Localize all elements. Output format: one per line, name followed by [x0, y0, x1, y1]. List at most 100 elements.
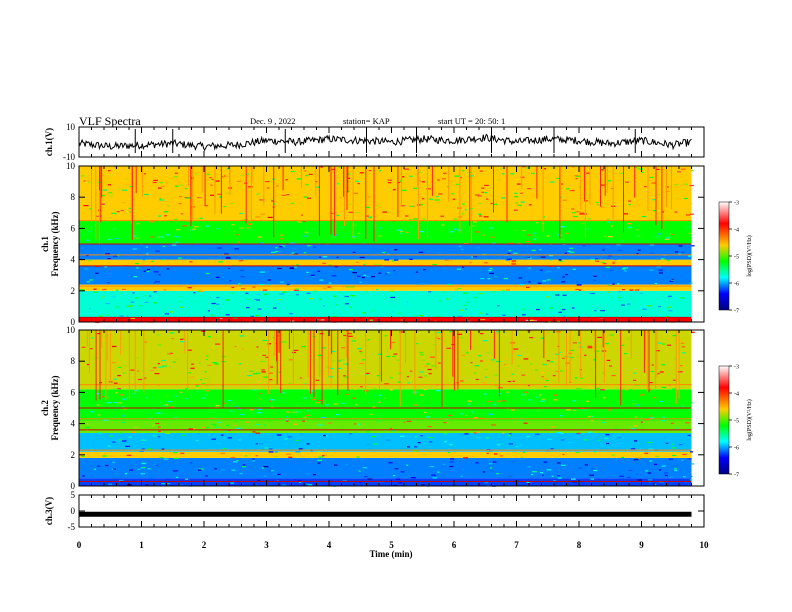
speckle	[301, 450, 306, 452]
band-0	[79, 317, 692, 322]
speckle	[266, 187, 270, 189]
speckle	[441, 224, 445, 226]
speckle	[564, 232, 569, 234]
colorbar-tick-label: -6	[734, 446, 739, 452]
speckle	[302, 397, 307, 399]
speckle	[165, 351, 170, 353]
speckle	[508, 242, 514, 244]
speckle	[106, 314, 110, 316]
speckle	[280, 306, 283, 308]
speckle	[375, 205, 381, 207]
speckle	[421, 384, 425, 386]
speckle	[633, 459, 639, 461]
speckle	[586, 228, 591, 230]
speckle	[552, 375, 556, 377]
speckle	[332, 235, 336, 237]
speckle	[689, 475, 693, 477]
speckle	[598, 343, 601, 345]
speckle	[590, 350, 596, 352]
speckle	[126, 315, 129, 317]
speckle	[272, 337, 275, 339]
speckle	[107, 184, 112, 186]
speckle	[469, 261, 472, 264]
speckle	[354, 432, 357, 434]
speckle	[625, 181, 629, 183]
speckle	[191, 363, 194, 365]
speckle	[159, 198, 162, 200]
speckle	[385, 273, 388, 275]
speckle	[276, 335, 280, 337]
speckle	[564, 252, 567, 254]
speckle	[355, 180, 359, 182]
speckle	[118, 439, 122, 441]
speckle	[600, 389, 605, 391]
speckle	[365, 275, 370, 277]
speckle	[543, 461, 548, 463]
speckle	[546, 469, 552, 471]
speckle	[621, 457, 624, 459]
speckle	[154, 373, 160, 375]
speckle	[376, 401, 380, 403]
speckle	[114, 166, 118, 168]
speckle	[347, 177, 351, 179]
speckle	[89, 208, 92, 210]
speckle	[276, 185, 279, 187]
speckle	[279, 246, 283, 248]
speckle	[520, 201, 525, 203]
speckle	[424, 365, 428, 367]
speckle	[140, 467, 146, 469]
speckle	[509, 433, 512, 435]
speckle	[518, 277, 523, 279]
speckle	[155, 281, 161, 283]
speckle	[333, 464, 338, 466]
speckle	[157, 187, 162, 189]
speckle	[679, 365, 683, 367]
speckle	[478, 292, 484, 295]
speckle	[540, 400, 545, 402]
speckle	[231, 469, 236, 471]
speckle	[681, 251, 684, 253]
speckle	[634, 235, 639, 237]
speckle	[602, 372, 605, 374]
speckle	[515, 393, 520, 395]
speckle	[198, 197, 203, 199]
speckle	[190, 462, 193, 464]
speckle	[228, 410, 234, 412]
speckle	[317, 399, 323, 401]
speckle	[102, 396, 105, 398]
speckle	[136, 223, 140, 225]
speckle	[275, 451, 278, 453]
speckle	[112, 345, 117, 348]
speckle	[205, 358, 208, 361]
speckle	[359, 362, 365, 365]
speckle	[128, 436, 132, 438]
speckle	[105, 396, 110, 398]
speckle	[468, 320, 471, 322]
speckle	[204, 205, 209, 207]
speckle	[301, 214, 304, 216]
speckle	[264, 447, 268, 449]
speckle	[597, 336, 603, 338]
speckle	[129, 211, 133, 213]
speckle	[588, 218, 591, 220]
speckle	[163, 458, 169, 460]
speckle	[572, 342, 577, 344]
speckle	[349, 306, 353, 308]
speckle	[340, 359, 344, 361]
speckle	[221, 458, 226, 460]
speckle	[600, 184, 605, 186]
speckle	[270, 366, 273, 368]
speckle	[384, 335, 388, 337]
colorbar-tick-label: -4	[734, 392, 739, 398]
x-tick-label: 9	[639, 540, 644, 550]
speckle	[345, 393, 349, 395]
speckle	[441, 178, 446, 180]
speckle	[484, 262, 488, 264]
speckle	[418, 171, 421, 173]
speckle	[607, 218, 610, 221]
speckle	[667, 236, 671, 238]
speckle	[246, 227, 251, 229]
speckle	[554, 167, 559, 169]
speckle	[659, 371, 664, 373]
speckle	[483, 216, 489, 218]
